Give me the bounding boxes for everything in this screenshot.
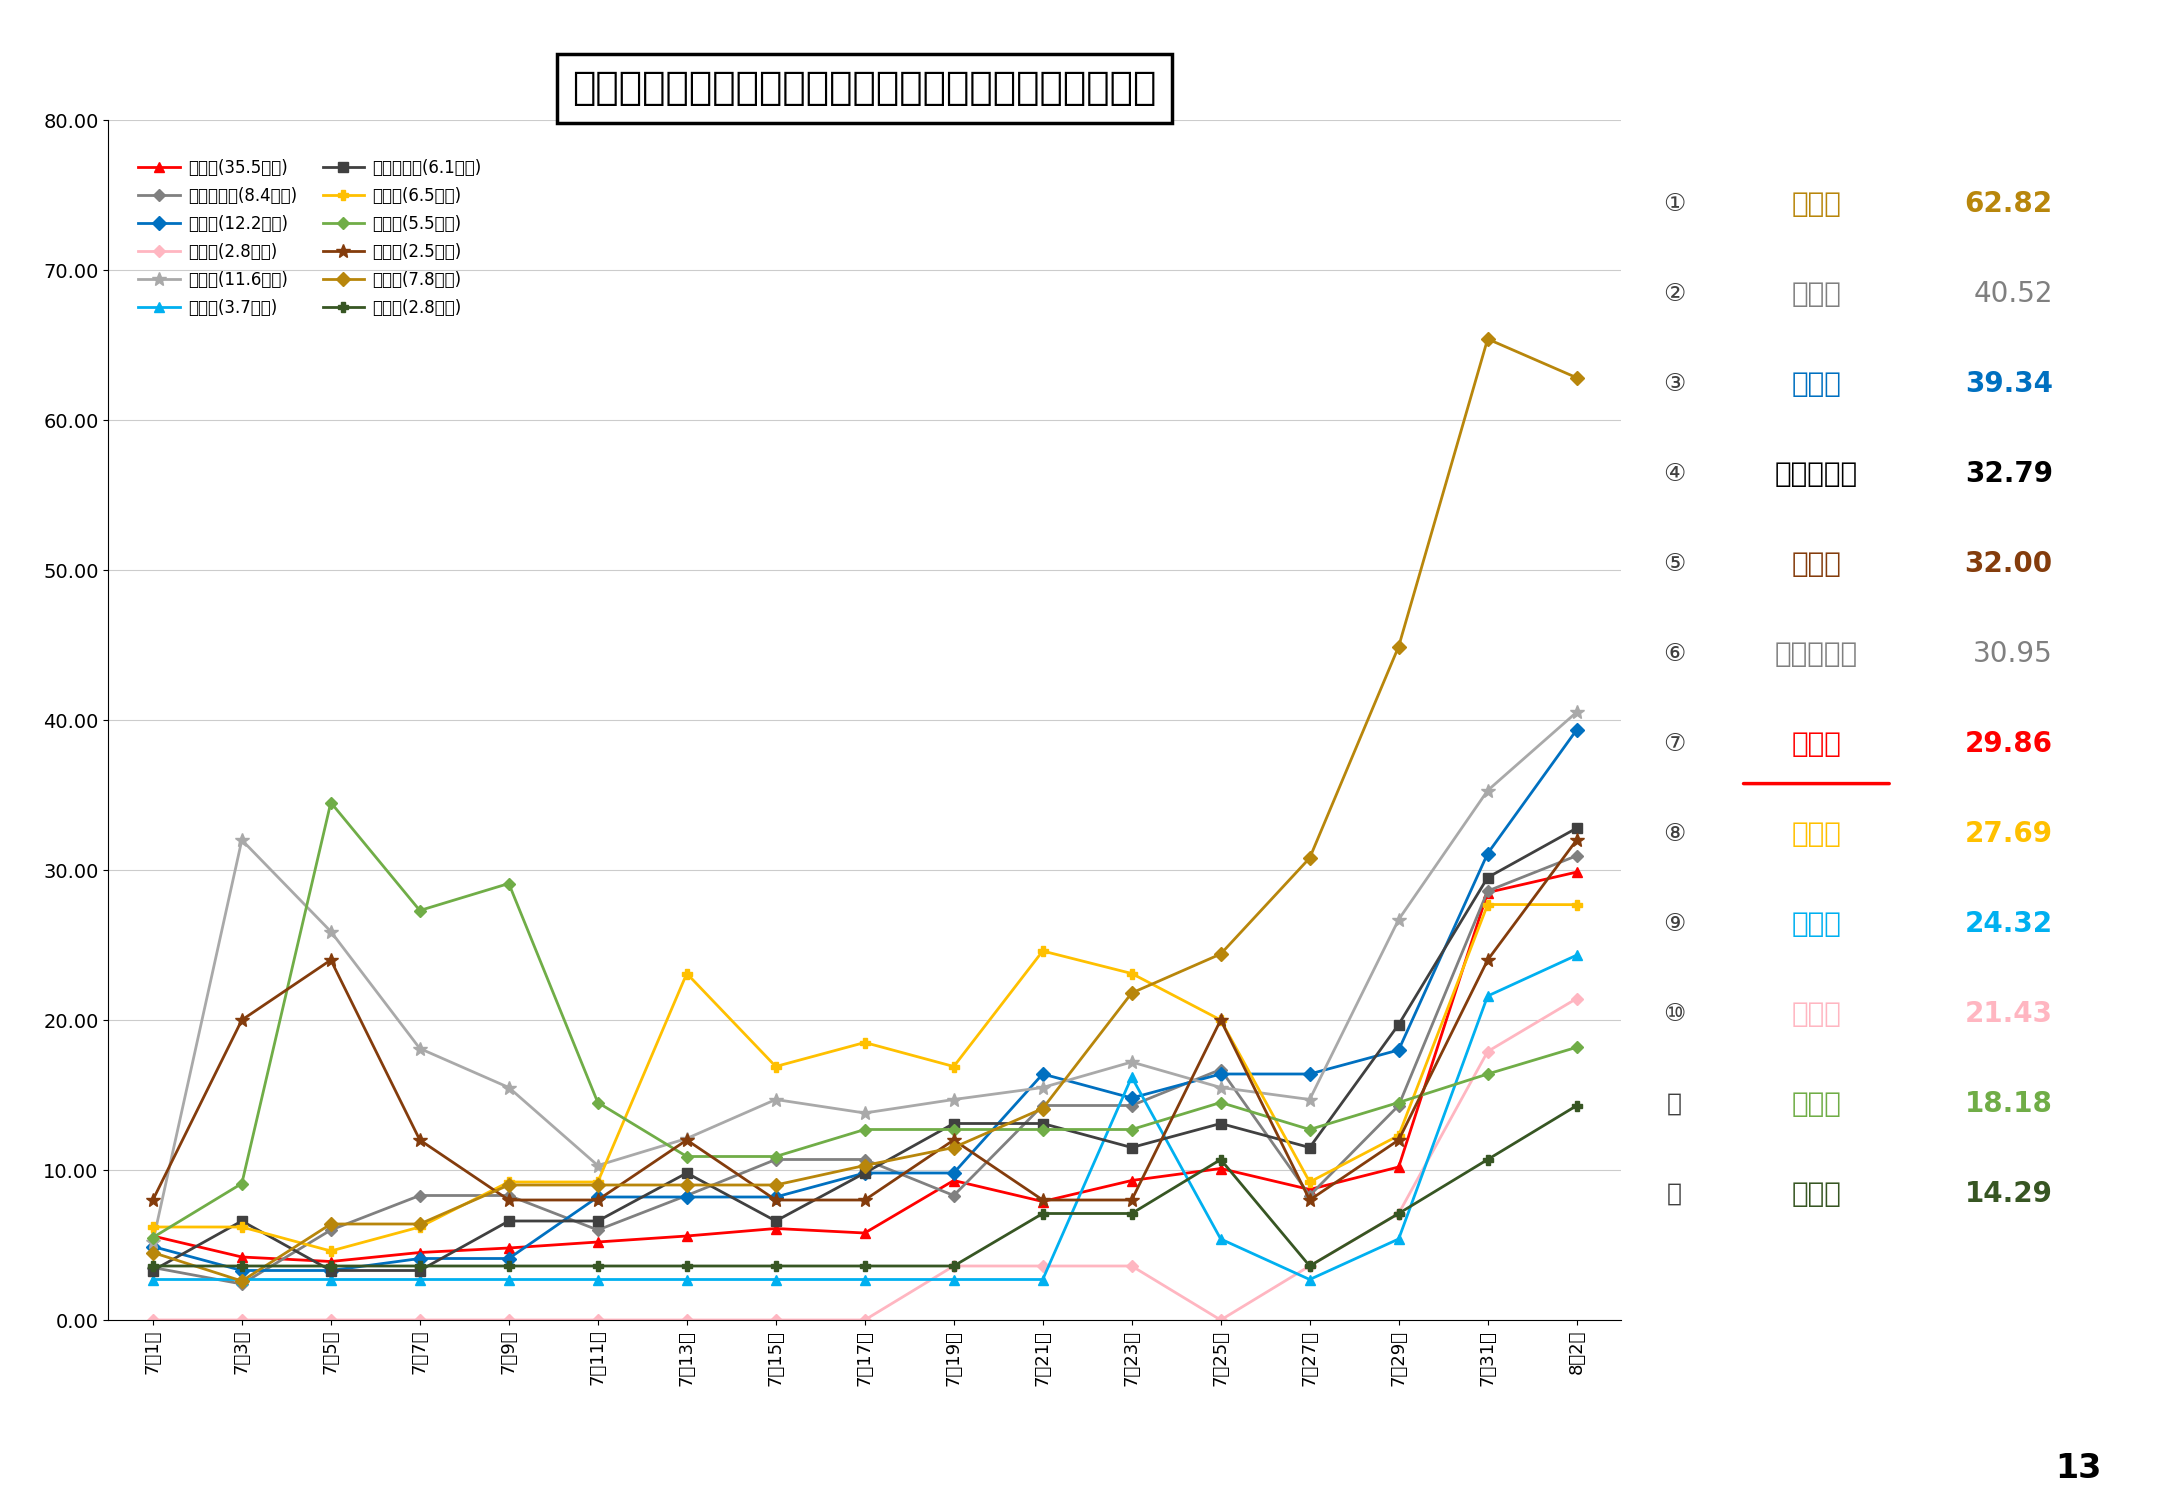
- Text: 宇陀市: 宇陀市: [1792, 1180, 1842, 1208]
- Text: 24.32: 24.32: [1965, 910, 2052, 938]
- Text: 32.00: 32.00: [1965, 550, 2052, 578]
- Text: ③: ③: [1664, 372, 1686, 396]
- Text: 橿原市: 橿原市: [1792, 370, 1842, 398]
- Text: 五條市: 五條市: [1792, 1000, 1842, 1028]
- Text: 御所市: 御所市: [1792, 550, 1842, 578]
- Text: ②: ②: [1664, 282, 1686, 306]
- Text: 14.29: 14.29: [1965, 1180, 2052, 1208]
- Text: ⑦: ⑦: [1664, 732, 1686, 756]
- Text: ①: ①: [1664, 192, 1686, 216]
- Text: 13: 13: [2056, 1452, 2102, 1485]
- Text: 18.18: 18.18: [1965, 1090, 2052, 1118]
- Legend: 奈良市(35.5万人), 大和郡山市(8.4万人), 橿原市(12.2万人), 五條市(2.8万人), 生駒市(11.6万人), 葛城市(3.7万人), 大和高: 奈良市(35.5万人), 大和郡山市(8.4万人), 橿原市(12.2万人), …: [132, 153, 488, 324]
- Text: 天理市: 天理市: [1792, 821, 1842, 848]
- Title: 県内１２市の直近１週間の１０万人当たり陽性者数推移: 県内１２市の直近１週間の１０万人当たり陽性者数推移: [572, 69, 1157, 106]
- Text: 桜井市: 桜井市: [1792, 1090, 1842, 1118]
- Text: 奈良市: 奈良市: [1792, 730, 1842, 758]
- Text: ⑥: ⑥: [1664, 642, 1686, 666]
- Text: ⑪: ⑪: [1666, 1092, 1682, 1116]
- Text: 32.79: 32.79: [1965, 460, 2052, 488]
- Text: ⑧: ⑧: [1664, 822, 1686, 846]
- Text: ⑨: ⑨: [1664, 912, 1686, 936]
- Text: ⑤: ⑤: [1664, 552, 1686, 576]
- Text: 62.82: 62.82: [1965, 190, 2052, 217]
- Text: 葛城市: 葛城市: [1792, 910, 1842, 938]
- Text: 39.34: 39.34: [1965, 370, 2052, 398]
- Text: ④: ④: [1664, 462, 1686, 486]
- Text: 香芝市: 香芝市: [1792, 190, 1842, 217]
- Text: ⑩: ⑩: [1664, 1002, 1686, 1026]
- Text: 大和郡山市: 大和郡山市: [1775, 640, 1857, 668]
- Text: 27.69: 27.69: [1965, 821, 2052, 848]
- Text: 生駒市: 生駒市: [1792, 280, 1842, 308]
- Text: 21.43: 21.43: [1965, 1000, 2052, 1028]
- Text: 40.52: 40.52: [1974, 280, 2052, 308]
- Text: 大和高田市: 大和高田市: [1775, 460, 1857, 488]
- Text: 29.86: 29.86: [1965, 730, 2052, 758]
- Text: ⑫: ⑫: [1666, 1182, 1682, 1206]
- Text: 30.95: 30.95: [1972, 640, 2052, 668]
